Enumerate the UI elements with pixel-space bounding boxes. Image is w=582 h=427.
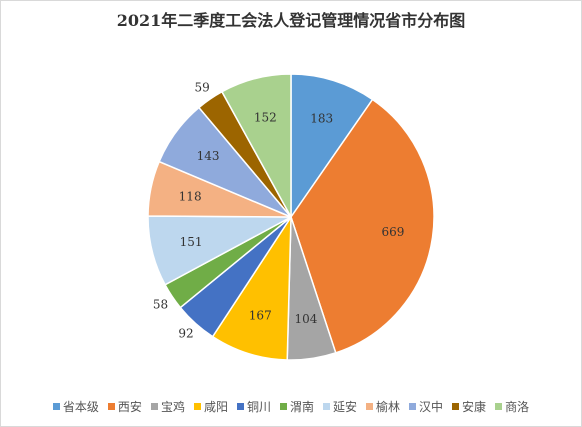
data-label-5: 58	[153, 297, 168, 311]
legend-item-4: 铜川	[236, 398, 271, 415]
legend-swatch-3	[193, 403, 201, 410]
legend-item-8: 汉中	[409, 398, 443, 415]
legend-item-0: 省本级	[52, 398, 99, 415]
legend-item-9: 安康	[452, 398, 486, 415]
legend-label-2: 宝鸡	[160, 400, 185, 414]
legend-swatch-0	[52, 403, 60, 410]
data-label-8: 143	[197, 149, 220, 163]
legend-item-6: 延安	[323, 398, 357, 415]
legend-label-3: 咸阳	[203, 400, 228, 414]
data-label-0: 183	[310, 112, 333, 126]
data-label-7: 118	[179, 189, 202, 203]
data-label-3: 167	[249, 308, 272, 322]
legend-label-1: 西安	[117, 400, 142, 414]
legend-swatch-8	[409, 403, 417, 410]
chart-title: 2021年二季度工会法人登记管理情况省市分布图	[116, 11, 466, 30]
legend-swatch-5	[279, 403, 287, 410]
legend-swatch-10	[495, 403, 503, 410]
legend-item-3: 咸阳	[193, 398, 228, 415]
legend-label-9: 安康	[462, 400, 487, 414]
legend: 省本级 西安 宝鸡 咸阳 铜川 渭南 延安 榆林 汉中 安康 商洛	[1, 398, 581, 415]
legend-label-0: 省本级	[62, 400, 99, 414]
legend-item-5: 渭南	[279, 398, 314, 415]
legend-label-5: 渭南	[289, 400, 314, 414]
data-label-1: 669	[381, 225, 404, 239]
legend-item-7: 榆林	[366, 398, 400, 415]
legend-swatch-7	[366, 403, 374, 410]
legend-label-6: 延安	[333, 400, 358, 414]
data-label-4: 92	[178, 327, 193, 341]
pie-slice-1	[290, 98, 435, 354]
legend-label-8: 汉中	[419, 400, 444, 414]
legend-label-4: 铜川	[246, 400, 271, 414]
legend-swatch-1	[107, 403, 115, 410]
legend-swatch-6	[323, 403, 330, 410]
data-label-10: 152	[254, 110, 277, 124]
legend-item-2: 宝鸡	[150, 398, 185, 415]
legend-swatch-9	[452, 403, 460, 410]
legend-label-7: 榆林	[376, 400, 401, 414]
data-label-2: 104	[295, 312, 318, 326]
legend-item-10: 商洛	[495, 398, 529, 415]
data-label-9: 59	[195, 81, 210, 95]
data-label-6: 151	[180, 235, 203, 249]
legend-swatch-2	[150, 403, 158, 410]
pie-slice-0	[290, 73, 374, 220]
legend-item-1: 西安	[107, 398, 142, 415]
legend-swatch-4	[236, 403, 244, 410]
pie-slice-10	[220, 73, 292, 218]
legend-label-10: 商洛	[505, 400, 530, 414]
